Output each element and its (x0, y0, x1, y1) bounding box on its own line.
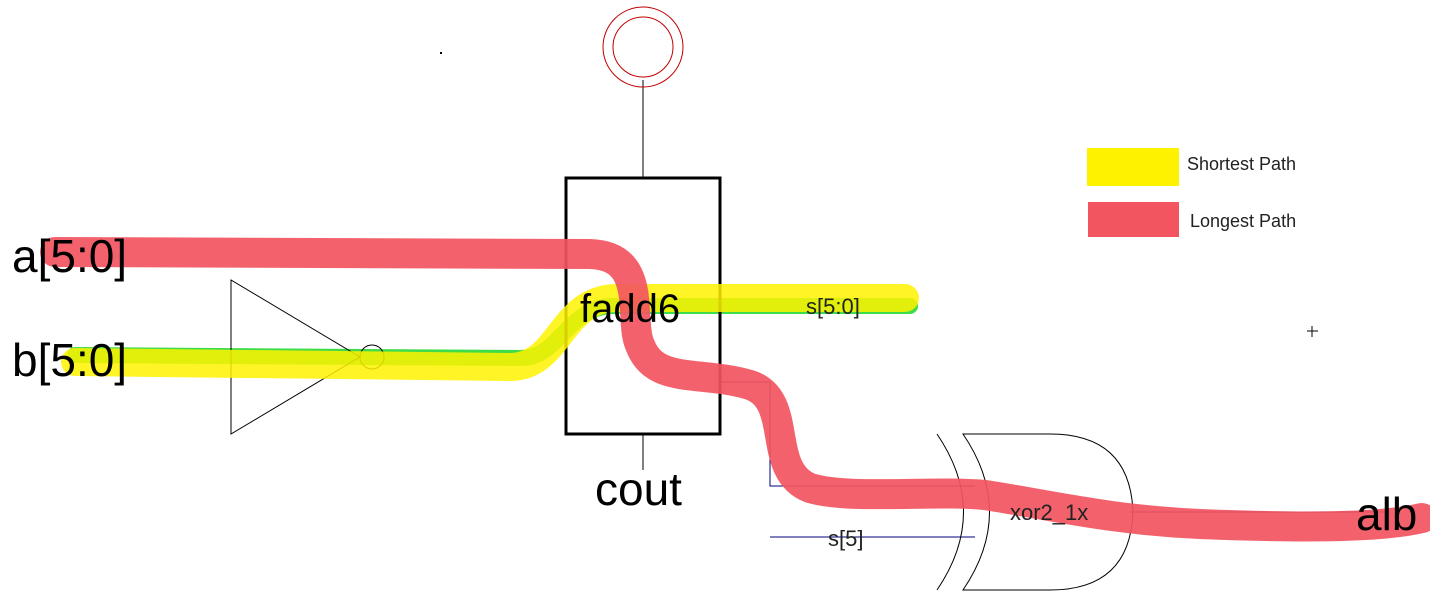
stray-dot (440, 52, 442, 54)
xor-back-curve (936, 433, 964, 591)
sum-label: s[5:0] (806, 294, 860, 319)
carry-label: cout (595, 463, 682, 515)
longest-path (40, 237, 1430, 542)
input-b-label: b[5:0] (12, 334, 127, 386)
legend-swatch-longest (1088, 202, 1179, 237)
supply-inner-circle (612, 16, 674, 78)
supply-outer-circle (602, 6, 684, 88)
output-label: alb (1356, 488, 1417, 540)
adder-label: fadd6 (580, 287, 680, 331)
legend-label-shortest: Shortest Path (1187, 154, 1296, 174)
xor-input-label: s[5] (828, 526, 863, 551)
legend: Shortest Path Longest Path (1087, 148, 1296, 237)
shortest-path (61, 284, 919, 381)
legend-swatch-shortest (1087, 148, 1179, 186)
xor-gate-label: xor2_1x (1010, 500, 1088, 525)
input-a-label: a[5:0] (12, 230, 127, 282)
legend-label-longest: Longest Path (1190, 211, 1296, 231)
